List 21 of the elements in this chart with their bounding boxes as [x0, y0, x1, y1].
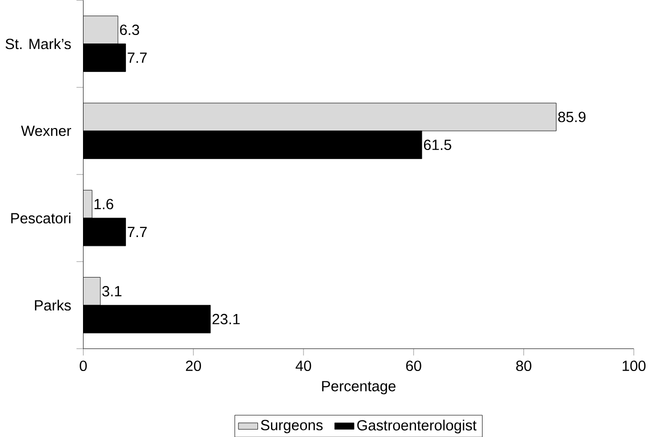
x-tick-label: 80 — [516, 360, 532, 371]
data-label: 6.3 — [120, 24, 140, 35]
x-tick-label: 100 — [622, 360, 646, 371]
data-label: 3.1 — [102, 286, 122, 296]
data-label: 1.6 — [94, 198, 114, 210]
data-label: 7.7 — [128, 52, 147, 63]
y-tick-label: Wexner — [21, 126, 72, 136]
x-tick-label: 40 — [296, 360, 312, 371]
x-tick-label: 0 — [80, 360, 87, 371]
data-label: 85.9 — [558, 112, 586, 122]
legend-label: Surgeons — [260, 420, 323, 434]
legend-label: Gastroenterologist — [357, 420, 476, 434]
y-tick-label: St. Mark’s — [6, 38, 71, 50]
y-tick-label: Parks — [34, 300, 71, 310]
y-tick-label: Pescatori — [11, 212, 70, 224]
x-axis-title: Percentage — [322, 380, 396, 394]
data-label: 7.7 — [128, 226, 147, 237]
x-tick-label: 60 — [406, 360, 422, 371]
data-label: 23.1 — [212, 314, 240, 324]
data-label: 61.5 — [424, 140, 452, 150]
x-tick-label: 20 — [186, 360, 201, 371]
